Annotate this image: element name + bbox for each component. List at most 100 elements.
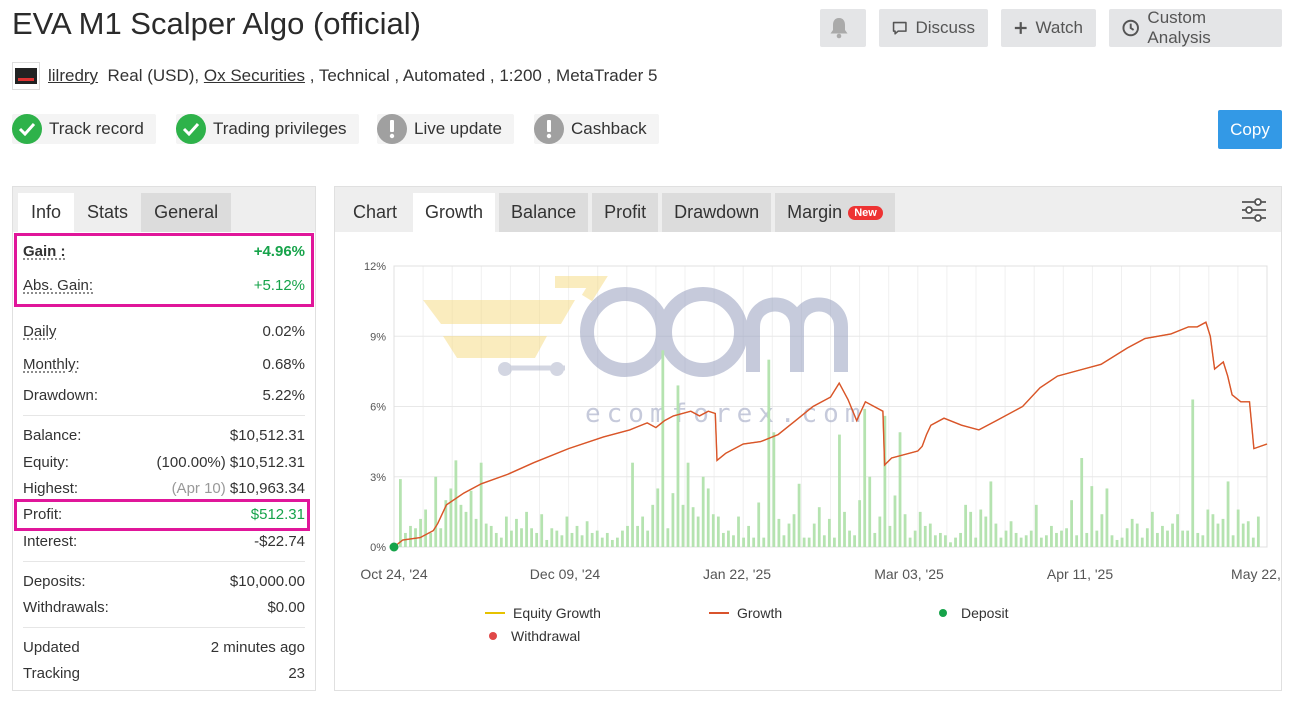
x-tick-label: Mar 03, '25 (874, 566, 944, 582)
page-title: EVA M1 Scalper Algo (official) (12, 6, 421, 41)
chart-bar (434, 476, 438, 547)
legend-equity-growth[interactable]: Equity Growth (485, 605, 601, 621)
chart-bar (721, 532, 725, 547)
monthly-label[interactable]: Monthly: (23, 355, 80, 373)
chart-bar (1115, 539, 1119, 547)
chart-bar (944, 535, 947, 547)
tab-profit[interactable]: Profit (592, 193, 659, 232)
chart-bar (1080, 458, 1084, 547)
chart-bar (621, 530, 624, 547)
chart-bar (959, 532, 962, 547)
chart-bar (494, 532, 498, 547)
row-deposits: Deposits: $10,000.00 (23, 570, 305, 592)
tab-drawdown[interactable]: Drawdown (662, 193, 772, 232)
badge-trading-privileges[interactable]: Trading privileges (176, 114, 359, 144)
chart-bar (964, 504, 968, 547)
clock-icon (1122, 19, 1139, 37)
chart-bar (1251, 537, 1255, 547)
chart-bar (868, 476, 872, 547)
chart-bar (585, 521, 589, 547)
chart-bar (706, 488, 710, 547)
tab-info[interactable]: Info (18, 193, 75, 232)
chart-settings-button[interactable] (1241, 197, 1267, 228)
chart-bar (1009, 521, 1013, 547)
chart-bar (878, 516, 882, 547)
account-details: , Technical , Automated , 1:200 , MetaTr… (304, 66, 658, 85)
tracking-label: Tracking (23, 664, 80, 682)
row-highest: Highest: (Apr 10) $10,963.34 (23, 477, 305, 499)
chart-bar (817, 507, 821, 547)
legend-growth[interactable]: Growth (709, 605, 782, 621)
chart-bar (787, 523, 791, 547)
user-link[interactable]: lilredry (48, 66, 99, 85)
copy-button[interactable]: Copy (1218, 110, 1282, 149)
tab-stats[interactable]: Stats (87, 202, 129, 222)
chart-bar (716, 516, 720, 547)
chart-bar (1055, 532, 1058, 547)
chart-bar (807, 537, 811, 547)
profit-label: Profit: (23, 505, 63, 523)
chart-bar (858, 500, 862, 547)
chart-bar (540, 514, 544, 547)
tab-growth[interactable]: Growth (413, 193, 496, 232)
custom-analysis-button[interactable]: Custom Analysis (1109, 8, 1282, 47)
discuss-button[interactable]: Discuss (879, 9, 988, 47)
chart-bar (550, 528, 554, 547)
chart-bar (1110, 535, 1114, 547)
broker-link[interactable]: Ox Securities (203, 66, 305, 85)
stats-tabs: Info Stats General (13, 187, 315, 232)
drawdown-value: 5.22% (262, 386, 305, 404)
legend-deposit[interactable]: Deposit (935, 605, 1008, 621)
chart-bar (903, 514, 907, 547)
watch-label: Watch (1035, 18, 1083, 37)
row-equity: Equity: (100.00%) $10,512.31 (23, 451, 305, 473)
badge-track-record[interactable]: Track record (12, 114, 156, 144)
stats-panel: Info Stats General Gain : +4.96% Abs. Ga… (12, 186, 316, 691)
chart-bar (484, 523, 488, 547)
daily-label[interactable]: Daily (23, 322, 57, 340)
growth-chart: 0% 3% 6% 9% 12% ecomforex.com Oct 24, '24 Dec… (360, 261, 1281, 582)
chart-bar (499, 537, 503, 547)
watch-button[interactable]: Watch (1001, 9, 1096, 47)
chart-bar (1145, 528, 1149, 547)
chart-bar (661, 350, 665, 547)
chart-bar (1186, 530, 1190, 547)
avatar[interactable] (12, 62, 40, 90)
chart-bar (570, 532, 574, 547)
tab-chart[interactable]: Chart (353, 202, 398, 222)
chart-bar (636, 525, 639, 547)
tracking-value: 23 (288, 664, 305, 682)
chart-bar (449, 488, 453, 547)
tab-general[interactable]: General (141, 193, 232, 232)
margin-label: Margin (787, 202, 843, 222)
chart-bar (833, 537, 836, 547)
chart-bar (979, 509, 983, 547)
chart-bar (727, 530, 730, 547)
badge-cashback[interactable]: Cashback (534, 114, 659, 144)
chart-bar (1226, 481, 1230, 547)
abs-gain-label[interactable]: Abs. Gain: (23, 276, 94, 294)
chart-bar (616, 537, 619, 547)
badge-label: Track record (49, 119, 144, 138)
chart-bar (474, 518, 478, 547)
row-gain: Gain : +4.96% (23, 240, 305, 262)
tab-balance[interactable]: Balance (499, 193, 589, 232)
deposit-marker (389, 542, 399, 552)
y-tick-label: 12% (364, 261, 386, 273)
highest-label: Highest: (23, 479, 79, 497)
notify-bell-button[interactable] (820, 9, 866, 47)
chart-bar (555, 530, 559, 547)
chart-bar (600, 537, 604, 547)
chart-bar (954, 537, 957, 547)
chart-bar (439, 528, 443, 547)
chart-bar (575, 525, 579, 547)
chart-bar (1039, 537, 1043, 547)
chart-bar (1231, 535, 1235, 547)
legend-withdrawal[interactable]: Withdrawal (485, 628, 580, 644)
gain-label[interactable]: Gain : (23, 242, 66, 260)
tab-margin[interactable]: Margin New (775, 193, 895, 232)
chart-bar (631, 462, 634, 547)
badge-live-update[interactable]: Live update (377, 114, 514, 144)
chart-bar (479, 462, 483, 547)
chart-bar (797, 483, 801, 547)
